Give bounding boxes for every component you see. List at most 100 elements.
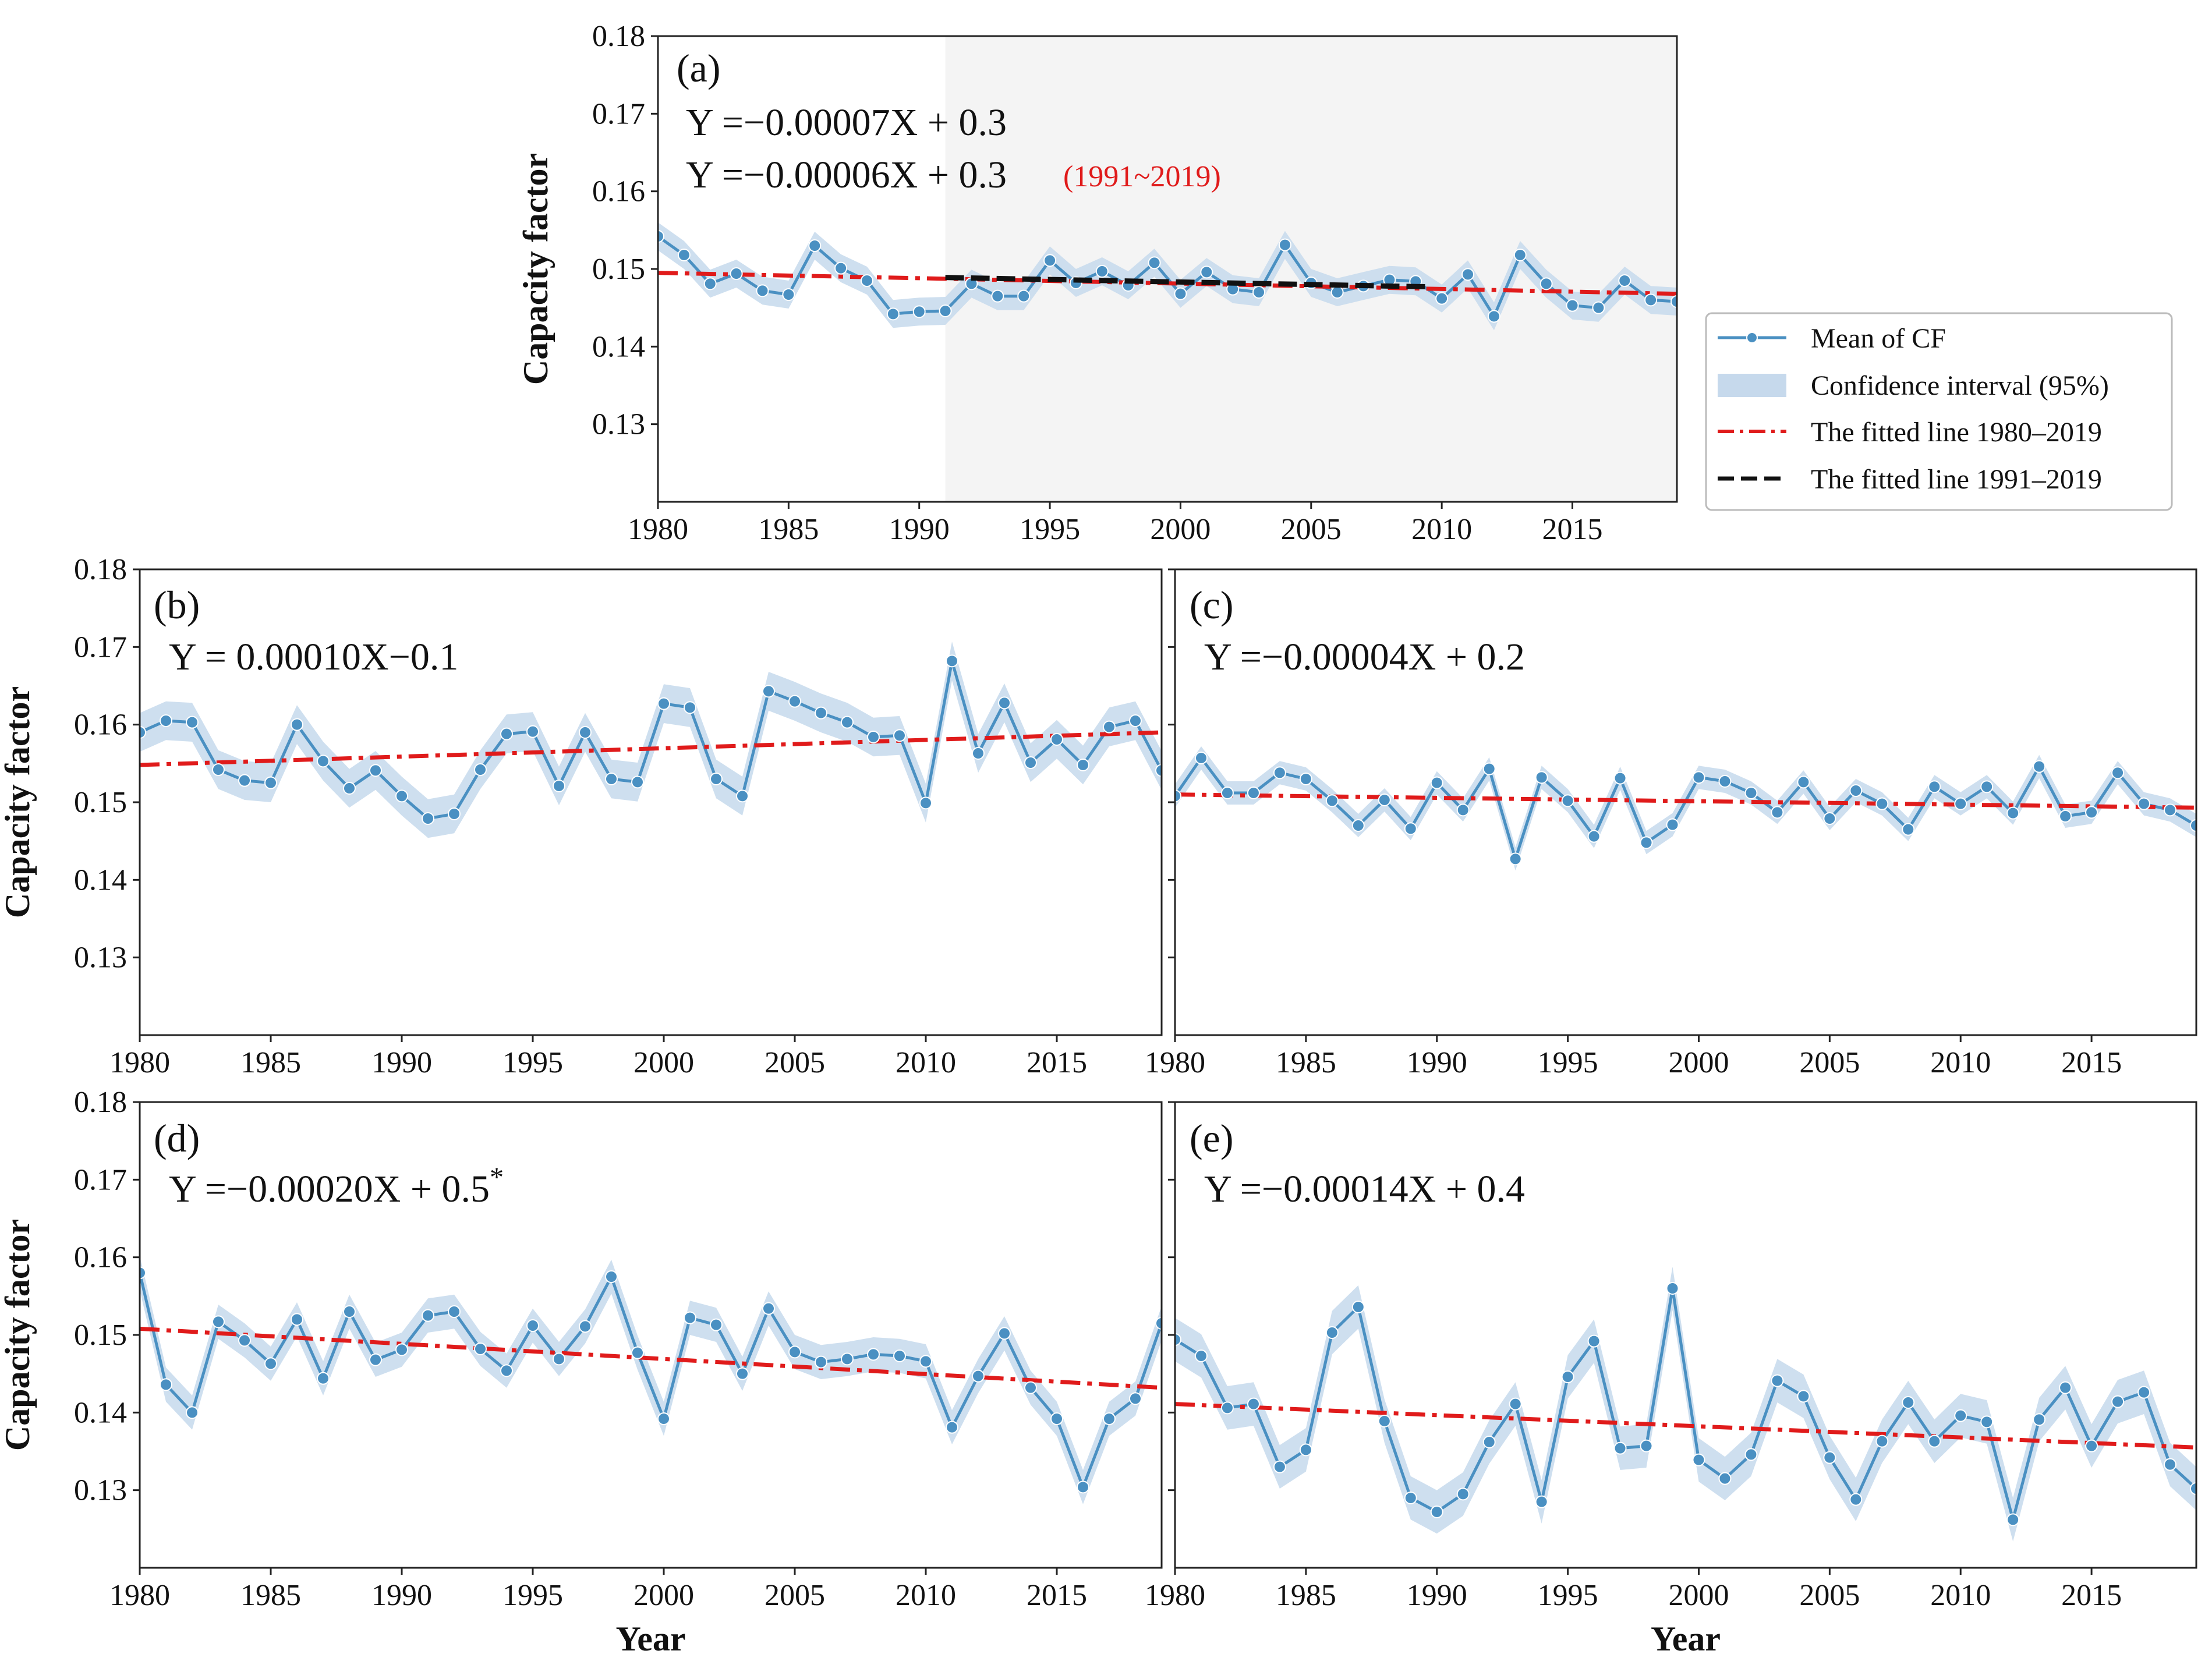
legend-series-marker <box>1746 332 1758 343</box>
panel-d-point-1987 <box>317 1372 330 1385</box>
panel-d-point-2009 <box>893 1349 906 1362</box>
panel-a-xtick-label-2015: 2015 <box>1542 513 1603 546</box>
panel-e-mean-line <box>1175 1288 2196 1526</box>
panel-e-xtick-label-2010: 2010 <box>1930 1579 1991 1612</box>
panel-b-xtick-label-1985: 1985 <box>240 1046 301 1079</box>
panel-e-point-1999 <box>1666 1282 1679 1295</box>
panel-d-point-2015 <box>1050 1412 1063 1425</box>
panel-c-point-1988 <box>1378 794 1391 806</box>
panel-d-point-2016 <box>1077 1480 1089 1494</box>
panel-c-label: (c) <box>1190 583 1233 627</box>
panel-e-point-2011 <box>1980 1415 1994 1429</box>
panel-d-point-2010 <box>919 1355 932 1368</box>
panel-a-point-2001 <box>1200 265 1213 279</box>
panel-e-point-1989 <box>1404 1492 1417 1504</box>
panel-b-point-2005 <box>788 695 801 708</box>
panel-c-point-1986 <box>1325 794 1339 807</box>
panel-c: 1980 1985 1990 1995 2000 2005 2010 2015 <box>1145 568 2197 1079</box>
panel-b-equation: Y = 0.00010X−0.1 <box>169 636 458 678</box>
panel-b-ytick-label-0.17: 0.17 <box>74 630 127 664</box>
panel-d-point-2004 <box>762 1302 775 1315</box>
panel-b-point-1985 <box>264 776 277 789</box>
panel-d-significance-mark: * <box>490 1162 504 1193</box>
panel-a-point-1995 <box>1043 254 1057 267</box>
panel-b-label: (b) <box>154 583 200 627</box>
panel-a-ytick-label-0.18: 0.18 <box>592 20 645 53</box>
panel-d-label: (d) <box>154 1116 200 1160</box>
panel-a-ytick-label-0.13: 0.13 <box>592 408 645 441</box>
panel-e-point-1998 <box>1640 1439 1653 1453</box>
panel-b-point-1999 <box>631 775 644 789</box>
panel-a-point-2003 <box>1252 286 1266 299</box>
panel-a-point-1997 <box>1095 265 1109 278</box>
panel-c-xtick-label-2010: 2010 <box>1930 1046 1991 1079</box>
panel-c-point-1995 <box>1561 794 1574 807</box>
panel-e-point-1988 <box>1378 1415 1391 1427</box>
panel-c-point-2002 <box>1744 787 1758 799</box>
panel-d-point-2011 <box>946 1421 958 1434</box>
panel-d-ytick-label-0.15: 0.15 <box>74 1319 127 1352</box>
panel-e-point-2004 <box>1797 1390 1810 1403</box>
panel-b-point-1984 <box>238 774 251 787</box>
legend-label-fit-full: The fitted line 1980–2019 <box>1811 417 2102 448</box>
panel-b-point-2009 <box>893 729 906 742</box>
panel-c-equation: Y =−0.00004X + 0.2 <box>1204 636 1525 678</box>
panel-b-xtick-label-1995: 1995 <box>502 1046 563 1079</box>
panel-c-point-2003 <box>1771 806 1784 819</box>
panel-b-ytick-label-0.15: 0.15 <box>74 786 127 819</box>
panel-a-xtick-label-1995: 1995 <box>1020 513 1080 546</box>
panel-e-point-2003 <box>1771 1374 1784 1387</box>
panel-d-xtick-label-1990: 1990 <box>371 1579 432 1612</box>
panel-b-point-2010 <box>919 796 932 810</box>
panel-e-point-1987 <box>1351 1301 1365 1313</box>
panel-b-point-1981 <box>160 714 172 727</box>
panel-e-point-1997 <box>1613 1441 1627 1455</box>
panel-d-xtick-label-2010: 2010 <box>896 1579 956 1612</box>
panel-b-point-1988 <box>343 782 356 795</box>
panel-e-point-1981 <box>1194 1349 1208 1362</box>
panel-d-ytick-label-0.13: 0.13 <box>74 1474 127 1507</box>
panel-d-point-2005 <box>788 1345 801 1359</box>
panel-d-point-1981 <box>160 1378 172 1391</box>
panel-b-point-2002 <box>710 773 723 785</box>
panel-e-point-2009 <box>1928 1434 1941 1448</box>
panel-e-point-2007 <box>1875 1434 1889 1448</box>
panel-c-xtick-label-1985: 1985 <box>1276 1046 1336 1079</box>
panel-a-point-2019 <box>1670 295 1677 308</box>
panel-d-confidence-band <box>140 1256 1162 1504</box>
panel-d-ytick-label-0.17: 0.17 <box>74 1163 127 1196</box>
panel-d-point-1985 <box>264 1357 277 1370</box>
panel-a-fit-line-1991-2019 <box>945 275 1429 290</box>
panel-c-point-1981 <box>1194 752 1208 764</box>
panel-b-point-1998 <box>605 773 618 785</box>
panel-a-point-2013 <box>1513 249 1527 261</box>
panel-a-xtick-label-2005: 2005 <box>1281 513 1342 546</box>
panel-a-equation-subperiod: Y =−0.00006X + 0.3 <box>686 154 1007 196</box>
panel-b-point-1983 <box>212 763 225 776</box>
panel-d-point-1980 <box>140 1266 146 1280</box>
panel-e-point-1994 <box>1535 1495 1548 1508</box>
panel-d-ytick-label-0.18: 0.18 <box>74 1086 127 1119</box>
panel-c-point-1997 <box>1613 771 1627 785</box>
panel-b-point-2013 <box>998 696 1011 710</box>
panel-c-point-2011 <box>1980 780 1994 794</box>
panel-b-point-2008 <box>867 731 880 743</box>
panel-d-point-2000 <box>657 1412 670 1425</box>
panel-d-point-1984 <box>238 1334 251 1347</box>
panel-d-point-1999 <box>631 1346 644 1359</box>
panel-e-point-2010 <box>1954 1409 1967 1422</box>
panel-c-xtick-label-1995: 1995 <box>1538 1046 1598 1079</box>
panel-b: 1980 1985 1990 1995 2000 2005 2010 2015 0.13 0.14… <box>0 553 1163 1079</box>
panel-a-point-2012 <box>1487 310 1500 323</box>
panel-e-equation: Y =−0.00014X + 0.4 <box>1204 1168 1525 1210</box>
panel-c-xtick-label-2015: 2015 <box>2061 1046 2122 1079</box>
panel-d-point-1982 <box>186 1406 199 1419</box>
panel-e-point-2002 <box>1744 1448 1758 1461</box>
panel-d-point-1990 <box>395 1343 408 1356</box>
panel-e-point-2015 <box>2085 1439 2098 1453</box>
panel-b-ytick-label-0.16: 0.16 <box>74 709 127 742</box>
panel-b-point-1995 <box>526 725 539 738</box>
panel-d-point-2002 <box>710 1318 723 1331</box>
panel-a-point-1988 <box>860 274 873 287</box>
panel-a-point-2000 <box>1174 287 1187 300</box>
